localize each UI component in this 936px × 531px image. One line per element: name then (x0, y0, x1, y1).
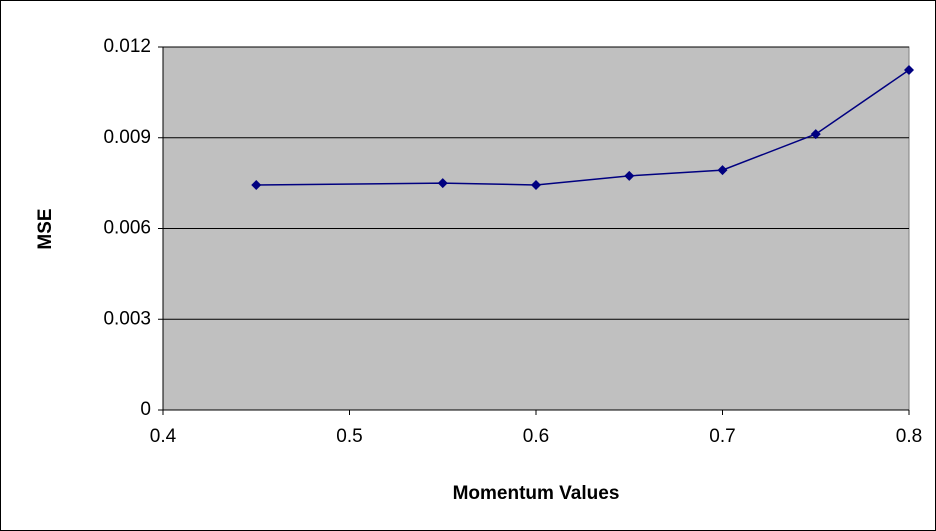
x-tick-label: 0.8 (896, 426, 922, 447)
y-tick-label: 0.009 (103, 127, 151, 148)
x-tick-label: 0.7 (709, 426, 735, 447)
x-axis-title: Momentum Values (453, 483, 620, 504)
data-point (624, 170, 635, 181)
data-point (904, 64, 914, 75)
data-point (251, 179, 262, 190)
data-point (437, 178, 448, 189)
data-point (717, 165, 728, 176)
y-axis-title: MSE (35, 208, 56, 249)
x-tick-label: 0.6 (523, 426, 549, 447)
data-point (531, 179, 541, 190)
y-tick-label: 0.006 (103, 218, 151, 239)
data-point (810, 129, 821, 140)
y-tick-label: 0 (140, 399, 151, 420)
y-tick-label: 0.003 (103, 308, 151, 329)
y-tick-label: 0.012 (103, 36, 151, 57)
x-tick-label: 0.5 (336, 426, 362, 447)
x-tick-label: 0.4 (150, 426, 177, 447)
